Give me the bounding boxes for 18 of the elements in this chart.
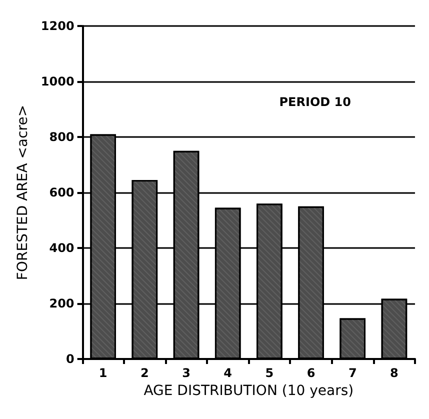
y-tick-label: 200 [49, 296, 74, 310]
x-tick-label: 8 [390, 366, 398, 380]
y-axis-title: FORESTED AREA <acre> [15, 104, 31, 280]
y-tick-label: 0 [66, 352, 74, 366]
x-tick-label: 1 [98, 366, 108, 380]
annotation: PERIOD 10 [279, 95, 352, 109]
x-tick-label: 7 [348, 366, 357, 380]
y-tick-label: 1000 [40, 74, 74, 88]
x-tick-label: 3 [182, 366, 190, 380]
y-tick-label: 1200 [40, 19, 74, 33]
y-tick-label: 800 [49, 130, 74, 144]
y-tick-label: 600 [49, 186, 74, 200]
x-tick-label: 2 [140, 366, 149, 380]
x-tick-label: 5 [265, 366, 274, 380]
x-tick-label: 6 [306, 366, 316, 380]
x-axis-title: AGE DISTRIBUTION (10 years) [144, 382, 354, 399]
x-tick-label: 4 [224, 366, 232, 380]
y-tick-label: 400 [49, 241, 74, 255]
